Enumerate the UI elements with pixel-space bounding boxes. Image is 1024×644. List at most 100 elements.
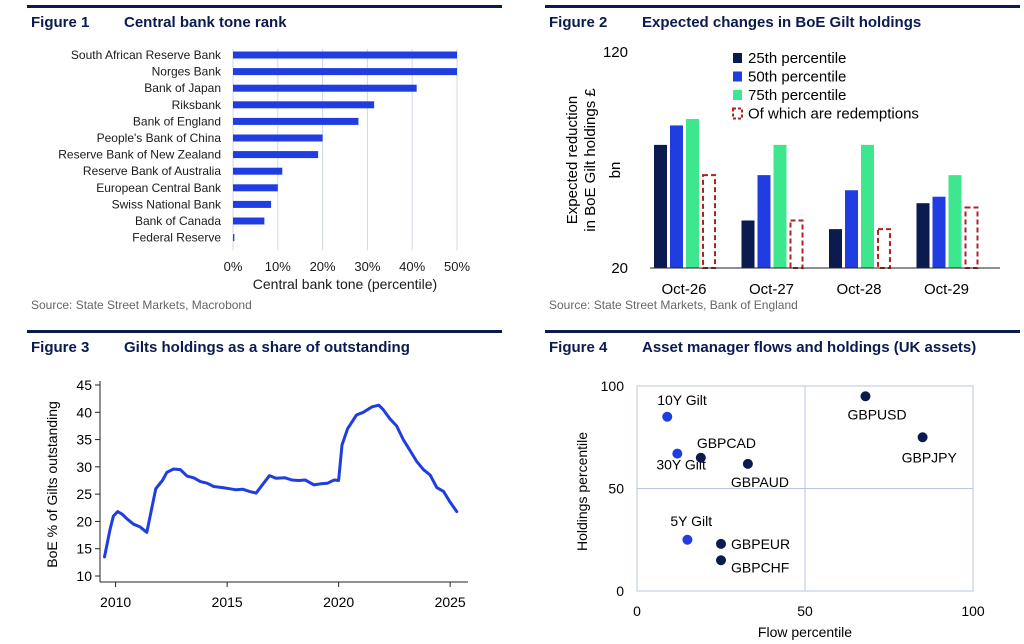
- legend-swatch: [733, 90, 742, 100]
- scatter-point: [672, 448, 683, 459]
- figure-1-heading: Figure 1 Central bank tone rank: [31, 14, 287, 31]
- y-axis-label: Holdings percentile: [574, 432, 590, 551]
- category-label: Oct-29: [924, 281, 969, 298]
- bar: [233, 200, 272, 208]
- point-label: GBPEUR: [731, 536, 790, 552]
- scatter-point: [742, 458, 753, 469]
- y-tick-label: 30: [76, 459, 92, 475]
- bar: [233, 184, 278, 192]
- legend-swatch: [733, 53, 742, 63]
- y-axis-label: BoE % of Gilts outstanding: [44, 401, 60, 568]
- figure-1-number: Figure 1: [31, 14, 90, 31]
- figure-2-title: Expected changes in BoE Gilt holdings: [642, 14, 922, 31]
- y-tick-label: 100: [601, 378, 625, 394]
- bar: [233, 234, 235, 242]
- bar: [829, 229, 842, 268]
- figure-3-title: Gilts holdings as a share of outstanding: [124, 339, 410, 356]
- figure-1-source: Source: State Street Markets, Macrobond: [31, 298, 252, 312]
- point-label: 30Y Gilt: [656, 457, 706, 473]
- figure-4-heading: Figure 4 Asset manager flows and holdings…: [549, 339, 976, 356]
- bar: [773, 144, 787, 268]
- category-label: Bank of England: [133, 114, 221, 128]
- figure-3-rule: [27, 330, 502, 333]
- bar: [741, 220, 755, 268]
- x-tick-label: 100: [961, 603, 985, 619]
- redemption-bar: [789, 219, 804, 269]
- category-label: European Central Bank: [96, 181, 222, 195]
- figure-2-panel: Figure 2 Expected changes in BoE Gilt hol…: [545, 5, 1020, 320]
- figure-3-number: Figure 3: [31, 339, 90, 356]
- figure-4-title: Asset manager flows and holdings (UK ass…: [642, 339, 977, 356]
- y-tick-label: 15: [76, 541, 92, 557]
- y-tick-label: 45: [76, 377, 92, 393]
- figure-1-panel: Figure 1 Central bank tone rank 0% 10% 20% 3…: [27, 5, 502, 320]
- point-label: GBPCAD: [697, 435, 756, 451]
- category-label: People's Bank of China: [97, 131, 222, 145]
- x-tick-label: 2015: [212, 594, 243, 610]
- category-label: South African Reserve Bank: [71, 48, 222, 62]
- point-label: GBPAUD: [731, 474, 789, 490]
- scatter-point: [860, 391, 871, 402]
- bar: [686, 118, 699, 269]
- legend-swatch: [733, 71, 742, 82]
- figure-1-title: Central bank tone rank: [124, 14, 287, 31]
- y-tick-label: 20: [76, 513, 92, 529]
- scatter-point: [662, 411, 673, 422]
- y-tick-label: 35: [76, 432, 92, 448]
- redemption-bar: [702, 174, 716, 269]
- x-tick-label: 20%: [310, 259, 336, 274]
- point-label: 5Y Gilt: [670, 513, 712, 529]
- figure-4-rule: [545, 330, 1020, 333]
- x-tick-label: 2010: [100, 594, 131, 610]
- scatter-point: [695, 452, 706, 463]
- x-tick-label: 40%: [399, 259, 425, 274]
- y-tick-label: 25: [76, 486, 92, 502]
- category-label: Oct-27: [749, 281, 794, 298]
- bar: [757, 175, 771, 268]
- y-axis-label-line: Expected reduction: [564, 96, 581, 224]
- y-axis-label: Expected reductionin BoE Gilt holdings £: [564, 88, 599, 232]
- x-tick-label: 2025: [435, 594, 466, 610]
- bar: [233, 167, 283, 175]
- x-axis-label: Central bank tone (percentile): [253, 276, 437, 292]
- y-axis-label-line: in BoE Gilt holdings £: [582, 88, 599, 232]
- scatter-point: [917, 432, 928, 443]
- bar: [233, 68, 457, 76]
- legend-label: Of which are redemptions: [748, 106, 919, 123]
- bar: [861, 144, 874, 268]
- x-tick-label: 2020: [323, 594, 354, 610]
- x-tick-label: 0%: [224, 259, 243, 274]
- category-label: Federal Reserve: [132, 231, 221, 245]
- category-label: Bank of Canada: [135, 214, 221, 228]
- figure-3-panel: Figure 3 Gilts holdings as a share of out…: [27, 330, 502, 644]
- legend-swatch: [732, 107, 743, 120]
- bar: [233, 117, 359, 125]
- x-tick-label: 30%: [354, 259, 380, 274]
- point-label: 10Y Gilt: [657, 392, 707, 408]
- x-tick-label: 10%: [265, 259, 291, 274]
- bar: [916, 203, 930, 268]
- legend-label: 50th percentile: [748, 69, 846, 86]
- category-label: Reserve Bank of New Zealand: [58, 148, 221, 162]
- scatter-point: [682, 534, 693, 545]
- bar: [654, 144, 667, 268]
- bar: [845, 190, 858, 268]
- bar: [233, 134, 323, 142]
- legend-label: 75th percentile: [748, 87, 846, 104]
- figure-2-rule: [545, 5, 1020, 8]
- figure-1-chart: 0% 10% 20% 30% 40% 50% South African Reserve B…: [58, 48, 470, 292]
- bar: [233, 101, 375, 109]
- redemption-bar: [877, 228, 891, 269]
- bar: [233, 217, 265, 225]
- figure-2-heading: Figure 2 Expected changes in BoE Gilt hol…: [549, 14, 921, 31]
- point-label: GBPCHF: [731, 559, 789, 575]
- figure-4-chart: 0 50 100 0 50 100 Flow percentile Holdings perc…: [574, 378, 985, 640]
- category-label: Norges Bank: [152, 65, 222, 79]
- point-label: GBPJPY: [902, 449, 958, 465]
- y-axis-unit: bn: [607, 162, 624, 179]
- category-label: Oct-28: [836, 281, 881, 298]
- bar: [932, 196, 946, 268]
- bar: [233, 84, 417, 92]
- y-tick-label: 10: [76, 568, 92, 584]
